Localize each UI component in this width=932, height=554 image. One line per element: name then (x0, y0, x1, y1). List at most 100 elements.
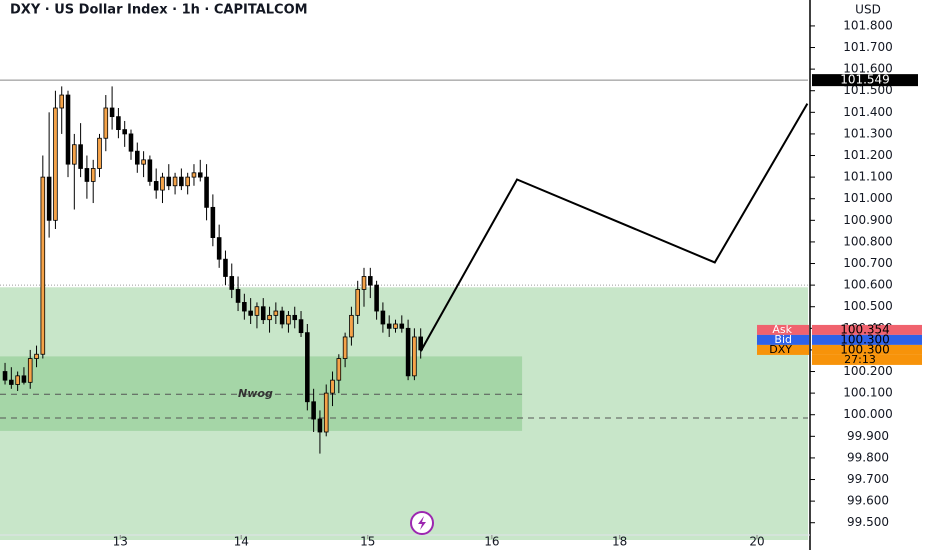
countdown: 27:13 (844, 353, 876, 366)
plot (0, 79, 809, 454)
zone (0, 356, 523, 431)
y-tick-label: 100.500 (843, 299, 893, 313)
x-tick-label: 13 (113, 535, 128, 549)
chart-title: DXY · US Dollar Index · 1h · CAPITALCOM (10, 3, 308, 18)
y-tick-label: 101.000 (843, 191, 893, 205)
candle-body (59, 94, 65, 109)
projection-line (419, 103, 809, 352)
candle-body (317, 418, 323, 433)
candle-body (405, 327, 411, 377)
candle-body (242, 301, 247, 312)
candle-body (216, 237, 222, 260)
candle-body (355, 289, 361, 316)
candle-body (380, 310, 386, 325)
candle-body (336, 358, 342, 381)
high-tag-label: 101.549 (840, 73, 890, 87)
candle-body (135, 150, 140, 165)
x-tick-label: 16 (484, 535, 499, 549)
candle-body (223, 258, 228, 277)
candle-body (197, 172, 203, 178)
y-tick-label: 99.900 (847, 429, 889, 443)
candle-body (235, 289, 241, 303)
y-tick-label: 101.300 (843, 126, 893, 140)
candle-body (53, 107, 58, 221)
candle-body (147, 159, 153, 182)
candle-body (2, 371, 8, 381)
candle-body (185, 176, 190, 187)
candle-body (97, 137, 102, 169)
price-tag-name-bg (757, 334, 809, 345)
candle-body (374, 284, 379, 312)
y-tick-label: 100.900 (843, 213, 893, 227)
y-tick-label: 101.400 (843, 105, 893, 119)
high-tag (812, 74, 918, 87)
price-tag-label: 100.300 (840, 342, 890, 356)
candle-body (210, 206, 216, 239)
y-tick-label: 99.800 (847, 450, 889, 464)
candle-body (248, 310, 253, 316)
y-tick-label: 99.600 (847, 494, 889, 508)
candle-body (298, 319, 304, 334)
candle-body (305, 332, 310, 403)
candle-body (393, 323, 398, 329)
price-tag-name-bg (757, 324, 809, 335)
candle-body (349, 314, 354, 338)
candle-body (361, 276, 367, 290)
price-tag-name-bg (757, 344, 809, 355)
candle-body (9, 379, 14, 385)
x-tick-label: 18 (612, 535, 627, 549)
candle-body (286, 314, 291, 325)
candle-body (40, 176, 46, 355)
candle-body (103, 107, 109, 139)
candle-body (342, 336, 348, 359)
candle-body (254, 306, 260, 316)
candle-body (368, 276, 373, 286)
y-tick-label: 101.200 (843, 148, 893, 162)
price-tag-label: 100.354 (840, 322, 890, 336)
candle-body (279, 310, 285, 325)
price-tag (812, 324, 922, 335)
logo-bolt (418, 516, 426, 530)
price-tag-name: Ask (772, 323, 792, 336)
y-tick-label: 100.600 (843, 278, 893, 292)
candle-body (204, 176, 209, 208)
x-tick-label: 14 (234, 535, 249, 549)
y-tick-label: 99.700 (847, 472, 889, 486)
y-tick-label: 100.000 (843, 407, 893, 421)
candle-body (311, 401, 316, 420)
candle-body (90, 168, 96, 182)
candle-body (116, 116, 121, 130)
y-tick-label: 101.800 (843, 18, 893, 32)
candle-body (65, 94, 71, 165)
candle-body (122, 129, 127, 135)
y-tick-label: 100.200 (843, 364, 893, 378)
price-tag-name: Bid (774, 333, 792, 346)
candle-body (267, 314, 272, 321)
candle-body (166, 176, 172, 187)
y-tick-label: 101.700 (843, 40, 893, 54)
candle-body (260, 306, 266, 321)
y-tick-label: 101.500 (843, 83, 893, 97)
zones: Nwog (0, 284, 808, 540)
candle-body (386, 323, 392, 329)
candle-body (330, 379, 335, 394)
candle-body (191, 172, 197, 178)
candle-body (273, 310, 279, 316)
y-tick-label: 100.700 (843, 256, 893, 270)
candle-body (15, 375, 20, 385)
candle-body (21, 375, 27, 383)
candle-body (229, 276, 235, 290)
y-tick-label: 101.600 (843, 62, 893, 76)
price-tag-label: 100.300 (840, 332, 890, 346)
price-tag-name: DXY (769, 343, 792, 356)
candle-body (412, 336, 417, 377)
y-tick-label: 100.800 (843, 234, 893, 248)
candle-body (72, 144, 77, 165)
x-tick-label: 20 (749, 535, 764, 549)
candle-body (179, 176, 184, 187)
candle-body (46, 176, 52, 221)
candle-body (78, 144, 83, 169)
candle-body (109, 107, 115, 118)
candle-body (172, 176, 178, 187)
candle-body (160, 176, 165, 191)
